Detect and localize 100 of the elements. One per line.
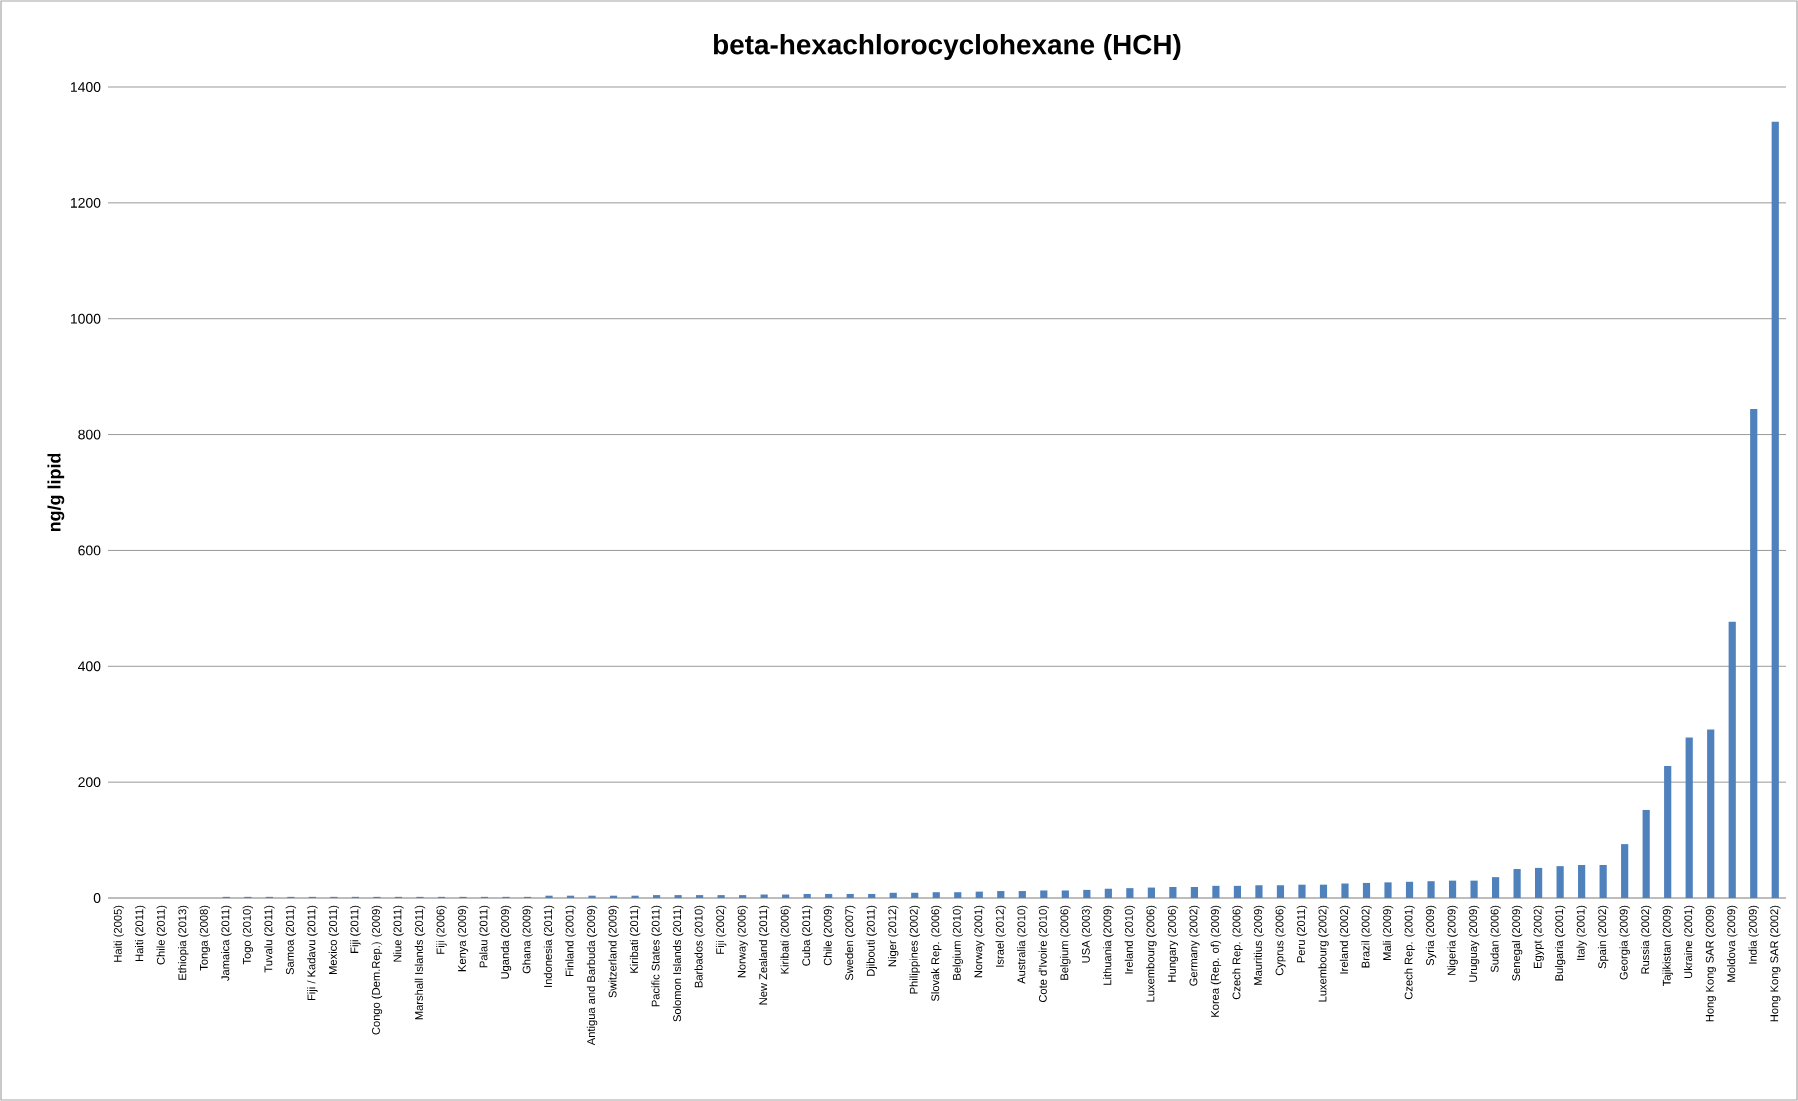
x-tick-label: Barbados (2010) (694, 905, 705, 988)
x-tick-label: Norway (2006) (737, 905, 748, 978)
bar (1233, 885, 1242, 898)
x-tick-label: Slovak Rep. (2006) (931, 905, 942, 1002)
bar (1126, 888, 1134, 898)
bar (1276, 885, 1285, 898)
bar (1685, 737, 1693, 898)
x-tick-label: Uganda (2009) (500, 905, 512, 979)
x-tick-label: Ireland (2010) (1124, 905, 1136, 974)
x-tick-label: Ghana (2009) (522, 905, 533, 974)
bar (1491, 877, 1500, 898)
bar (1147, 887, 1155, 898)
x-tick-label: Fiji (2011) (350, 905, 361, 953)
x-tick-label: India (2009) (1748, 905, 1759, 964)
bar (1018, 891, 1026, 898)
x-tick-label: Kenya (2009) (457, 905, 469, 972)
x-tick-label: Switzerland (2009) (608, 905, 619, 998)
y-tick-label: 1200 (70, 197, 101, 208)
x-tick-label: Palau (2011) (479, 905, 490, 968)
y-tick-label: 0 (93, 893, 101, 903)
bar (954, 892, 962, 898)
x-tick-label: Korea (Rep. of) (2009) (1210, 905, 1222, 1017)
x-tick-label: Solomon Islands (2011) (672, 905, 684, 1022)
bar (1298, 884, 1306, 898)
bar (545, 895, 553, 898)
x-tick-label: Jamaica (2011) (221, 905, 232, 981)
bar (588, 895, 596, 898)
x-tick-label: Ireland (2002) (1339, 905, 1351, 974)
x-tick-label: Kiribati (2006) (780, 905, 791, 974)
x-tick-label: Hungary (2006) (1167, 905, 1179, 982)
x-tick-label: Chile (2009) (823, 905, 834, 966)
x-tick-label: Philippines (2002) (909, 905, 920, 994)
x-tick-label: Belgium (2006) (1060, 905, 1071, 980)
x-tick-label: Brazil (2002) (1361, 905, 1372, 968)
bar (1664, 765, 1672, 898)
x-tick-label: Hong Kong SAR (2009) (1705, 905, 1716, 1022)
y-axis-title: ng/g lipid (47, 453, 65, 532)
bar (1255, 885, 1263, 898)
bar (1728, 621, 1736, 898)
x-tick-label: Bulgaria (2001) (1554, 905, 1566, 981)
bar (1599, 864, 1607, 898)
x-tick-label: Mali (2009) (1382, 905, 1394, 960)
x-tick-label: Haiti (2005) (113, 905, 124, 962)
bar (652, 895, 661, 898)
bar (1083, 889, 1091, 898)
x-tick-label: Czech Rep. (2006) (1232, 905, 1243, 1000)
bar (696, 895, 704, 898)
x-tick-label: Russia (2002) (1640, 905, 1652, 974)
x-tick-label: Cuba (2011) (801, 905, 813, 966)
x-tick-label: Luxembourg (2002) (1318, 905, 1329, 1002)
bar (631, 895, 639, 898)
x-tick-label: Djibouti (2011) (866, 905, 877, 976)
x-tick-label: Sweden (2007) (844, 905, 856, 981)
x-tick-label: Marshall Islands (2011) (414, 905, 426, 1020)
chart-title: beta-hexachlorocyclohexane (HCH) (714, 33, 1181, 60)
bar (1642, 809, 1650, 898)
x-tick-label: USA (2003) (1081, 905, 1093, 963)
bar (846, 893, 854, 898)
bar (1513, 869, 1521, 898)
x-tick-label: Chile (2011) (156, 905, 167, 965)
bar (1707, 729, 1715, 898)
bar (739, 895, 747, 898)
x-tick-label: Peru (2011) (1296, 905, 1308, 963)
x-tick-label: Germany (2002) (1189, 905, 1200, 986)
x-tick-label: Syria (2009) (1425, 905, 1437, 966)
y-tick-label: 600 (78, 545, 101, 556)
x-tick-label: Tajikistan (2009) (1662, 905, 1673, 987)
x-tick-label: Norway (2001) (974, 905, 985, 978)
x-tick-label: Samoa (2011) (285, 905, 297, 975)
bar (1061, 890, 1069, 898)
x-tick-label: Egypt (2002) (1533, 905, 1544, 969)
x-tick-label: Fiji (2002) (715, 905, 727, 954)
bar (1771, 121, 1779, 898)
bar (1750, 409, 1758, 898)
x-tick-label: Niue (2011) (393, 905, 404, 962)
bar (825, 893, 833, 898)
bar (1384, 882, 1392, 898)
x-tick-label: Spain (2002) (1597, 905, 1609, 969)
y-tick-label: 400 (78, 661, 101, 672)
x-tick-label: Fiji (2006) (436, 905, 447, 954)
x-tick-label: Israel (2012) (995, 905, 1006, 967)
x-tick-label: Sudan (2006) (1490, 905, 1501, 973)
x-tick-label: Togo (2010) (242, 905, 254, 965)
x-tick-label: Niger (2012) (888, 905, 899, 967)
bar (1448, 880, 1457, 898)
x-tick-label: Ethiopia (2013) (178, 905, 189, 980)
y-tick-label: 1000 (70, 313, 101, 324)
x-tick-label: Haiti (2011) (135, 905, 146, 961)
bar (889, 892, 897, 898)
bar (803, 893, 811, 898)
bar (717, 895, 725, 898)
x-tick-label: Belgium (2010) (952, 905, 963, 980)
x-tick-label: Antigua and Barbuda (2009) (586, 905, 598, 1046)
x-tick-label: Mauritius (2009) (1253, 905, 1265, 985)
y-tick-label: 200 (78, 777, 101, 788)
bar (1104, 888, 1112, 898)
x-tick-label: Pacific States (2011) (651, 905, 662, 1007)
x-tick-label: Cyprus (2006) (1275, 905, 1286, 976)
x-tick-label: Nigeria (2009) (1447, 905, 1458, 975)
y-tick-label: 800 (78, 429, 101, 440)
